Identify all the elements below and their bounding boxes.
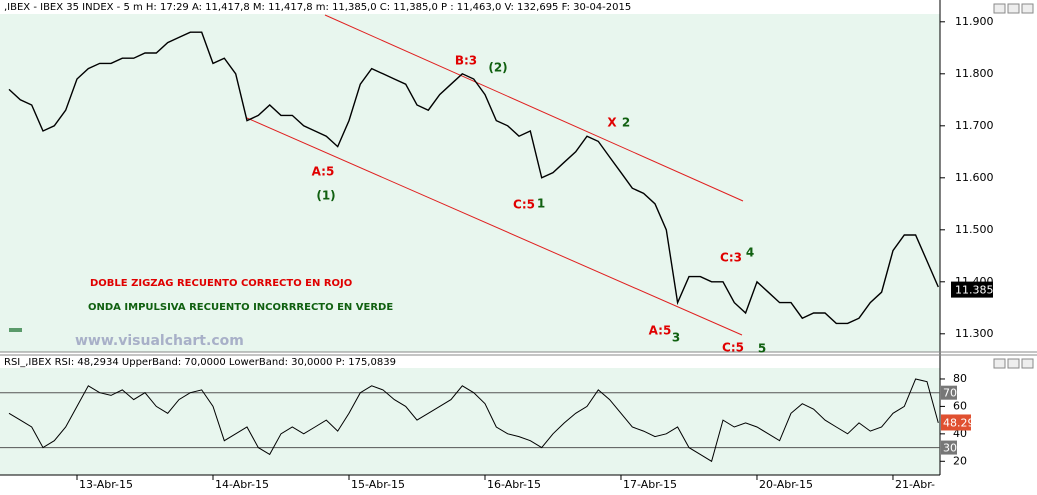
band-box	[941, 440, 957, 455]
channel-line	[324, 14, 744, 202]
x-tick-label: 13-Abr-15	[79, 478, 133, 491]
price-panel	[0, 14, 940, 352]
window-buttons[interactable]	[993, 3, 1034, 369]
x-tick-label: 21-Abr-	[895, 478, 935, 491]
wave-label: C:5	[513, 198, 535, 212]
close-button[interactable]	[1021, 358, 1034, 369]
x-tick-label: 15-Abr-15	[351, 478, 405, 491]
x-tick-label: 16-Abr-15	[487, 478, 541, 491]
series-line	[8, 378, 939, 463]
wave-label: 4	[746, 246, 754, 260]
current-value-box	[951, 281, 993, 298]
channel-line	[246, 117, 743, 336]
maximize-button[interactable]	[1007, 358, 1020, 369]
wave-label: 5	[758, 342, 766, 356]
wave-label: C:3	[720, 251, 742, 265]
x-tick-label: 20-Abr-15	[759, 478, 813, 491]
wave-label: X	[607, 116, 617, 130]
wave-label: A:5	[649, 324, 672, 338]
wave-label: ONDA IMPULSIVA RECUENTO INCORRRECTO EN V…	[88, 302, 393, 313]
close-button[interactable]	[1021, 3, 1034, 14]
current-value-box	[941, 414, 971, 431]
maximize-button[interactable]	[1007, 3, 1020, 14]
y-tick-label: 60	[953, 399, 967, 412]
wave-label: (2)	[488, 61, 507, 75]
wave-label: 3	[672, 331, 680, 345]
y-tick-label: 20	[953, 454, 967, 467]
y-tick-label: 11.900	[955, 15, 994, 28]
y-tick-label: 11.700	[955, 119, 994, 132]
series-line	[8, 31, 939, 325]
price-header: ,IBEX - IBEX 35 INDEX - 5 m H: 17:29 A: …	[4, 2, 631, 13]
current-value-label: 11.385	[955, 284, 994, 297]
watermark: www.visualchart.com	[75, 333, 244, 349]
current-value-label: 48.29	[943, 416, 975, 429]
x-tick-label: 14-Abr-15	[215, 478, 269, 491]
y-tick-label: 11.800	[955, 67, 994, 80]
wave-label: 2	[622, 116, 630, 130]
band-box	[941, 385, 957, 400]
minimize-button[interactable]	[993, 3, 1006, 14]
wave-label: 1	[537, 197, 545, 211]
rsi-header: RSI_,IBEX RSI: 48,2934 UpperBand: 70,000…	[4, 357, 396, 368]
wave-label: DOBLE ZIGZAG RECUENTO CORRECTO EN ROJO	[90, 278, 352, 289]
band-label: 70	[943, 387, 957, 400]
minimize-button[interactable]	[993, 358, 1006, 369]
wave-label: (1)	[316, 189, 335, 203]
indicator-icon	[9, 328, 22, 332]
band-label: 30	[943, 442, 957, 455]
y-tick-label: 11.600	[955, 171, 994, 184]
wave-label: C:5	[722, 341, 744, 355]
y-tick-label: 11.500	[955, 223, 994, 236]
y-tick-label: 11.300	[955, 327, 994, 340]
y-tick-label: 80	[953, 372, 967, 385]
x-tick-label: 17-Abr-15	[623, 478, 677, 491]
wave-label: B:3	[455, 54, 477, 68]
wave-label: A:5	[312, 165, 335, 179]
rsi-panel	[0, 368, 940, 475]
